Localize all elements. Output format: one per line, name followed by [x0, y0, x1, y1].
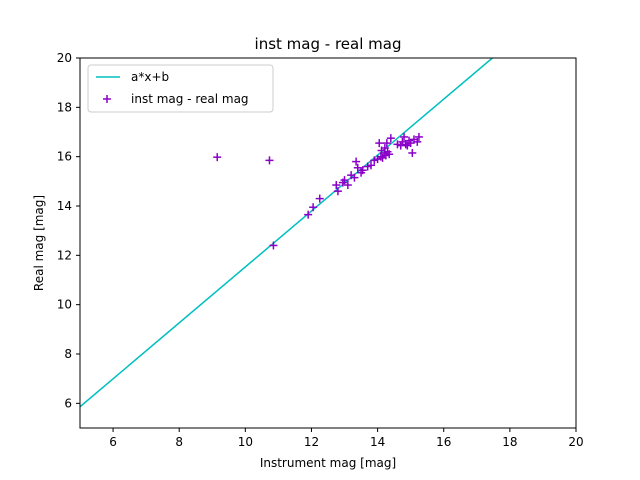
y-tick-label: 20: [57, 51, 72, 65]
scatter-point: [309, 203, 318, 212]
scatter-point: [400, 132, 409, 141]
scatter-point: [382, 139, 391, 148]
x-tick-label: 8: [175, 435, 183, 449]
x-tick-label: 20: [568, 435, 583, 449]
scatter-point: [413, 137, 422, 146]
scatter-point: [353, 163, 362, 172]
scatter-point: [375, 139, 384, 148]
scatter-point: [414, 132, 423, 141]
scatter-point: [269, 241, 278, 250]
scatter-point: [352, 157, 361, 166]
scatter-point: [386, 134, 395, 143]
legend-label-fit: a*x+b: [131, 70, 169, 84]
axis-ticks: 6 8 10 12 14 16 18 20 6 8 10 12 14 16 18 20: [57, 51, 584, 449]
y-tick-label: 14: [57, 199, 72, 213]
scatter-point: [304, 210, 313, 219]
y-tick-label: 18: [57, 100, 72, 114]
scatter-point: [333, 187, 342, 196]
scatter-point: [213, 153, 222, 162]
x-tick-label: 12: [304, 435, 319, 449]
scatter-point: [343, 181, 352, 190]
scatter-point: [340, 176, 349, 185]
x-tick-label: 18: [502, 435, 517, 449]
scatter-point: [315, 194, 324, 203]
y-tick-label: 8: [64, 347, 72, 361]
axes-frame: [79, 57, 577, 429]
y-axis-label: Real mag [mag]: [32, 195, 46, 291]
scatter-point: [332, 181, 341, 190]
x-tick-label: 10: [238, 435, 253, 449]
scatter-point: [385, 150, 394, 159]
legend: a*x+b inst mag - real mag: [87, 64, 274, 113]
y-tick-label: 12: [57, 248, 72, 262]
x-tick-label: 16: [436, 435, 451, 449]
scatter-point: [408, 148, 417, 157]
legend-marker-swatch: [103, 95, 111, 103]
scatter-point: [265, 156, 274, 165]
scatter-point: [350, 173, 359, 182]
y-tick-label: 10: [57, 298, 72, 312]
fit-line: [80, 58, 493, 408]
y-tick-label: 6: [64, 396, 72, 410]
y-tick-label: 16: [57, 150, 72, 164]
legend-label-scatter: inst mag - real mag: [131, 92, 249, 106]
plot-area: [80, 58, 493, 408]
x-tick-label: 14: [370, 435, 385, 449]
x-axis-label: Instrument mag [mag]: [260, 456, 396, 470]
scatter-point: [358, 166, 367, 175]
legend-box: [87, 64, 274, 113]
scatter-point: [366, 161, 375, 170]
chart-title: inst mag - real mag: [255, 35, 402, 53]
x-tick-label: 6: [109, 435, 117, 449]
